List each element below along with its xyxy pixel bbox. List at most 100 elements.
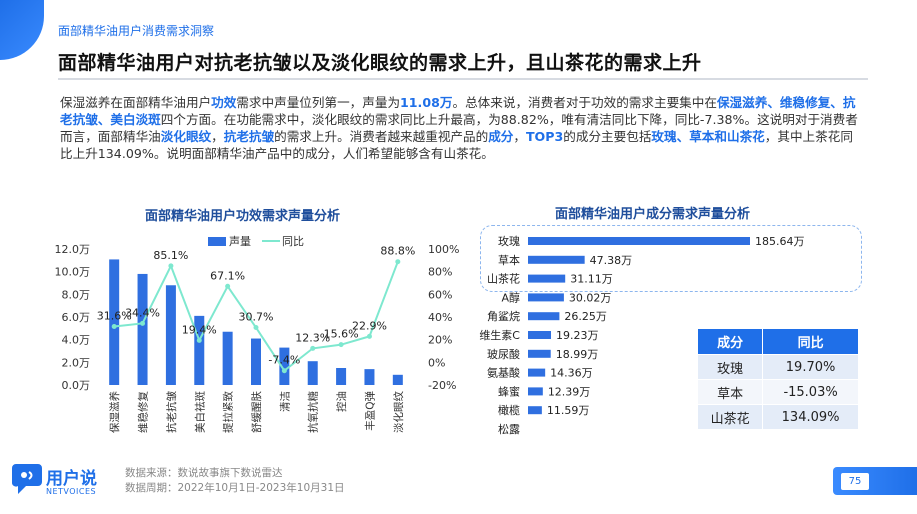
y-right-tick-label: 40% [428,311,452,324]
yoy-point [281,368,287,374]
legend-bar-swatch [208,237,226,246]
y-right-tick-label: 0% [428,356,445,369]
bar [194,315,205,385]
x-tick-label: 保湿滋养 [108,391,121,433]
data-label: 88.8% [380,245,415,258]
y-left-tick-label: 0.0万 [62,379,91,392]
x-tick-label: 清洁 [278,391,291,412]
bar [222,331,233,385]
bar [528,368,546,377]
top3-callout-frame [480,225,862,292]
bar [307,361,318,385]
x-tick-label: 丰盈Q弹 [363,391,376,431]
data-label: 12.39万 [548,385,591,398]
table-header-yoy: 同比 [762,328,859,355]
page-badge: 75 [833,467,917,495]
summary-text: 四个方面。在功能需求中，淡化眼纹的需求同比上升最高，为88.82%，唯有清洁同比… [60,112,858,144]
bar [279,347,290,385]
data-label: 30.02万 [569,291,612,304]
bar [392,374,403,385]
brand-logo: 用户说 NETVOICES [12,458,117,502]
x-tick-label: 舒缓醒肤 [250,391,263,433]
data-label: 34.4% [125,306,160,319]
summary-highlight: TOP3 [525,129,564,144]
data-label: 31.11万 [570,273,613,286]
table-row: 山茶花 134.09% [696,404,859,430]
summary-highlight: 抗老抗皱 [223,129,275,144]
category-label: 山茶花 [487,273,520,286]
brand-sub: NETVOICES [46,487,97,496]
data-label: 18.99万 [556,348,599,361]
table-cell: 草本 [696,379,764,405]
category-label: 蜂蜜 [498,384,520,398]
y-left-tick-label: 12.0万 [55,243,91,256]
data-label: 85.1% [153,249,188,262]
summary-highlight: 保湿滋养、维稳修复、抗老抗皱、美白淡斑 [60,95,856,127]
category-label: 橄榄 [498,403,520,417]
data-label: 31.6% [97,310,132,323]
category-label: 玫瑰 [498,234,520,248]
summary-text: 需求中声量位列第一，声量为 [236,95,401,110]
table-cell: 19.70% [762,354,859,380]
summary-text: 的成分主要包括 [563,129,652,144]
category-label: A醇 [501,290,520,304]
summary-highlight: 淡化眼纹 [160,129,212,144]
period-line: 数据周期：2022年10月1日-2023年10月31日 [125,482,345,494]
data-label: 67.1% [210,269,245,282]
category-label: 角鲨烷 [487,309,520,323]
corner-accent [0,0,44,60]
table-cell: 山茶花 [696,404,764,430]
bar [528,237,750,245]
brand-name: 用户说 [46,469,97,489]
summary-highlight: 玫瑰、草本和山茶花 [651,129,765,144]
table-cell: 134.09% [762,404,859,430]
data-label: 47.38万 [590,254,633,267]
data-source: 数据来源：数说故事旗下数说雷达 数据周期：2022年10月1日-2023年10月… [125,466,345,496]
category-label: 松露 [498,422,520,436]
y-right-tick-label: -20% [428,379,456,392]
yoy-point [140,320,146,326]
source-line: 数据来源：数说故事旗下数说雷达 [125,467,283,479]
right-chart-title: 面部精华油用户成分需求声量分析 [555,207,751,222]
yoy-point [310,345,316,351]
bar [528,312,560,321]
yoy-point [366,333,372,339]
y-right-tick-label: 100% [428,243,459,256]
data-label: 14.36万 [550,367,593,380]
y-right-tick-label: 60% [428,288,452,301]
bar [528,387,543,396]
data-label: 19.4% [182,323,217,336]
left-chart-title: 面部精华油用户功效需求声量分析 [145,209,341,224]
data-label: 11.59万 [547,404,590,417]
bar [528,274,566,283]
y-right-tick-label: 80% [428,266,452,279]
table-row: 草本 -15.03% [696,379,859,405]
bar [165,285,176,385]
x-tick-label: 淡化眼纹 [392,391,405,433]
data-label: 26.25万 [564,310,607,323]
table-cell: 玫瑰 [696,354,764,380]
y-left-tick-label: 6.0万 [62,311,91,324]
bar [528,349,551,358]
brand-mark-icon [12,464,42,494]
category-label: 玻尿酸 [487,347,520,361]
yoy-table: 成分 同比 玫瑰 19.70% 草本 -15.03% 山茶花 134.09% [696,328,859,430]
data-label: 15.6% [324,328,359,341]
bar [109,259,120,385]
data-label: 22.9% [352,319,387,332]
category-label: 草本 [498,253,520,267]
bar [528,331,551,339]
yoy-point [395,259,401,265]
legend-label: 同比 [282,235,304,248]
yoy-point [338,342,344,348]
summary-text: 。总体来说，消费者对于功效的需求主要集中在 [452,95,717,110]
x-tick-label: 提拉紧致 [222,391,235,433]
legend-label: 声量 [229,234,251,248]
summary-text: ， [211,129,224,144]
y-left-tick-label: 2.0万 [62,356,91,369]
summary-highlight: 11.08万 [400,95,453,110]
data-label: 19.23万 [556,329,599,342]
bar [528,293,564,302]
summary-text: 的需求上升。消费者越来越重视产品的 [274,129,489,144]
data-label: 185.64万 [755,235,805,248]
